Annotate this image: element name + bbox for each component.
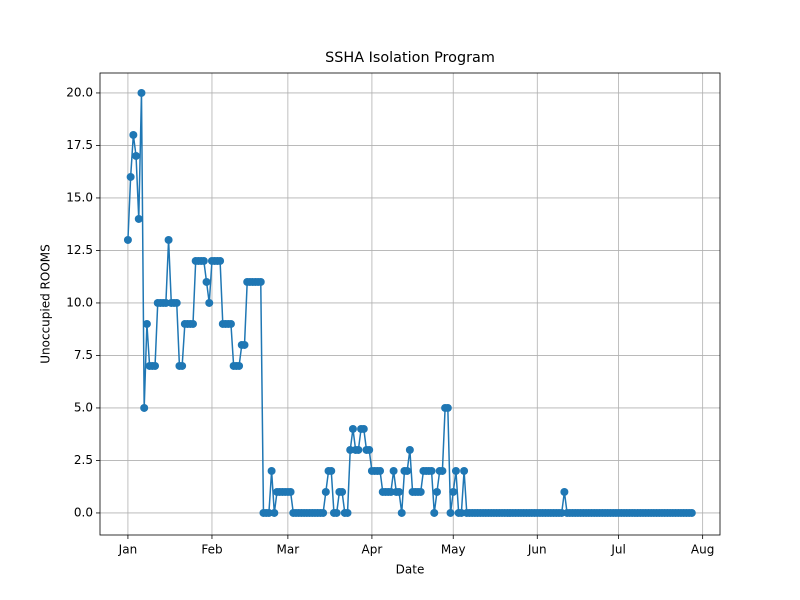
data-point — [348, 424, 357, 433]
data-point — [129, 130, 138, 139]
y-tick-label: 20.0 — [66, 85, 93, 99]
data-point — [389, 466, 398, 475]
data-point — [395, 487, 404, 496]
data-point — [240, 340, 249, 349]
data-point — [205, 298, 214, 307]
data-point — [267, 466, 276, 475]
data-point — [397, 508, 406, 517]
data-point — [172, 298, 181, 307]
y-tick-label: 10.0 — [66, 295, 93, 309]
x-tick-label: Jul — [610, 543, 625, 557]
x-tick-label: Jun — [527, 543, 547, 557]
data-point — [687, 508, 696, 517]
data-point — [134, 214, 143, 223]
y-tick-label: 17.5 — [66, 138, 93, 152]
data-point — [188, 319, 197, 328]
data-point — [560, 487, 569, 496]
x-tick-label: Aug — [691, 543, 714, 557]
y-tick-label: 7.5 — [74, 348, 93, 362]
data-point — [338, 487, 347, 496]
y-axis-label: Unoccupied ROOMS — [39, 244, 53, 364]
data-point — [321, 487, 330, 496]
data-point — [142, 319, 151, 328]
data-point — [123, 235, 132, 244]
data-point — [365, 445, 374, 454]
data-point — [270, 508, 279, 517]
y-tick-label: 15.0 — [66, 190, 93, 204]
x-axis-label: Date — [396, 563, 425, 577]
data-point — [427, 466, 436, 475]
data-point — [376, 466, 385, 475]
y-tick-label: 2.5 — [74, 453, 93, 467]
data-point — [126, 172, 135, 181]
x-tick-label: Jan — [118, 543, 138, 557]
data-point — [199, 256, 208, 265]
data-point — [403, 466, 412, 475]
data-point — [137, 88, 146, 97]
data-point — [430, 508, 439, 517]
data-point — [164, 235, 173, 244]
data-point — [235, 361, 244, 370]
data-point — [405, 445, 414, 454]
data-point — [354, 445, 363, 454]
data-point — [286, 487, 295, 496]
data-point — [460, 466, 469, 475]
data-point — [140, 403, 149, 412]
x-tick-label: May — [441, 543, 466, 557]
data-point — [332, 508, 341, 517]
data-point — [178, 361, 187, 370]
data-point — [202, 277, 211, 286]
x-tick-label: Feb — [201, 543, 222, 557]
chart-title: SSHA Isolation Program — [325, 50, 495, 66]
data-point — [449, 487, 458, 496]
data-point — [256, 277, 265, 286]
x-tick-label: Mar — [277, 543, 300, 557]
y-tick-label: 0.0 — [74, 505, 93, 519]
data-point — [343, 508, 352, 517]
y-tick-label: 5.0 — [74, 400, 93, 414]
data-point — [327, 466, 336, 475]
data-point — [443, 403, 452, 412]
y-tick-label: 12.5 — [66, 243, 93, 257]
data-point — [446, 508, 455, 517]
data-point — [319, 508, 328, 517]
data-point — [416, 487, 425, 496]
x-tick-label: Apr — [362, 543, 383, 557]
plot-frame — [99, 72, 721, 536]
data-point — [438, 466, 447, 475]
data-point — [226, 319, 235, 328]
data-point — [451, 466, 460, 475]
data-point — [132, 151, 141, 160]
data-point — [432, 487, 441, 496]
data-point — [151, 361, 160, 370]
data-point — [216, 256, 225, 265]
data-point — [359, 424, 368, 433]
